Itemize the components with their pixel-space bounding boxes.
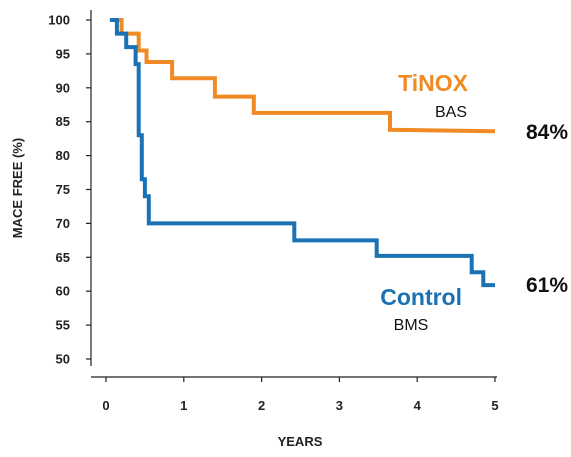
control-series-label: Control xyxy=(380,284,462,310)
series-layer xyxy=(109,18,496,288)
control-series-sublabel: BMS xyxy=(394,317,429,334)
x-tick-label: 4 xyxy=(414,398,422,413)
y-axis-title: MACE FREE (%) xyxy=(10,138,25,238)
control-series-line xyxy=(109,18,495,288)
tinox-series-label: TiNOX xyxy=(398,70,469,96)
y-tick-label: 55 xyxy=(56,318,70,333)
y-tick-label: 50 xyxy=(56,352,70,367)
control-end-label: 61% xyxy=(526,274,568,297)
x-tick-label: 1 xyxy=(180,398,187,413)
y-ticks: 100 95 90 85 80 75 70 65 60 55 50 xyxy=(48,13,91,367)
x-tick-label: 0 xyxy=(102,398,109,413)
y-tick-label: 60 xyxy=(56,284,70,299)
y-tick-label: 65 xyxy=(56,250,70,265)
y-tick-label: 95 xyxy=(56,46,70,61)
y-axis: 100 95 90 85 80 75 70 65 60 55 50 xyxy=(48,10,92,367)
tinox-series-line xyxy=(109,18,496,134)
x-tick-label: 2 xyxy=(258,398,265,413)
y-tick-label: 100 xyxy=(48,13,70,28)
y-tick-label: 80 xyxy=(56,148,70,163)
x-ticks: 0 1 2 3 4 5 xyxy=(102,377,499,413)
x-tick-label: 3 xyxy=(336,398,343,413)
tinox-series-sublabel: BAS xyxy=(435,104,467,121)
y-tick-label: 85 xyxy=(56,114,70,129)
y-tick-label: 70 xyxy=(56,216,70,231)
tinox-end-label: 84% xyxy=(526,121,568,144)
x-axis: 0 1 2 3 4 5 xyxy=(91,376,499,413)
x-tick-label: 5 xyxy=(491,398,498,413)
x-axis-title: YEARS xyxy=(278,434,323,449)
y-tick-label: 90 xyxy=(56,80,70,95)
y-tick-label: 75 xyxy=(56,182,70,197)
